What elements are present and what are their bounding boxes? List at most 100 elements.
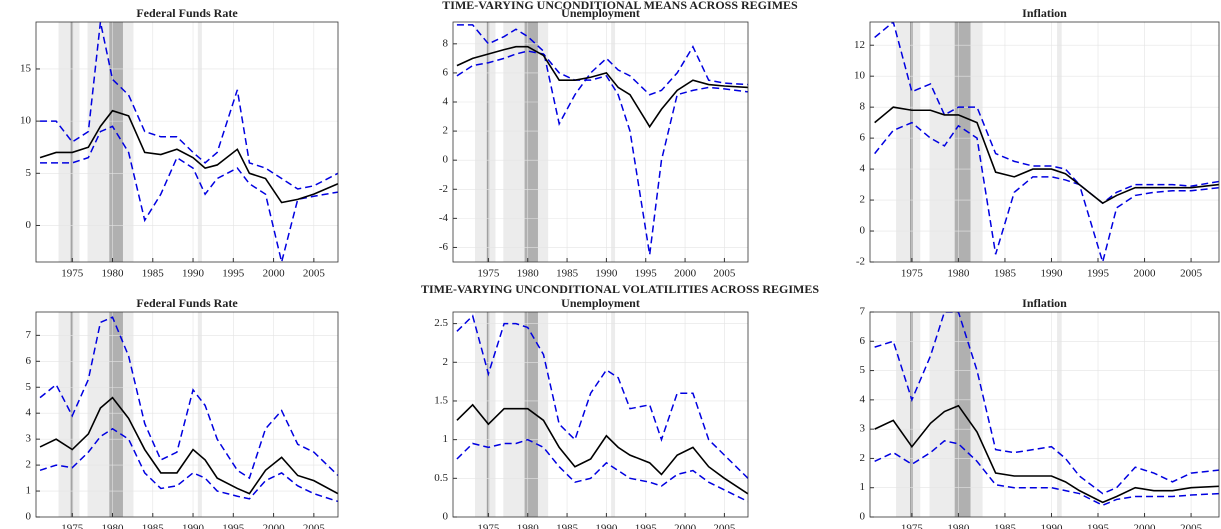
y-tick-label: 6 xyxy=(26,355,32,367)
y-tick-label: 1 xyxy=(26,485,32,497)
y-tick-label: 10 xyxy=(20,115,32,127)
y-tick-label: 1 xyxy=(443,433,449,445)
series-line xyxy=(874,440,1219,507)
shaded-region xyxy=(197,312,202,517)
x-tick-label: 1995 xyxy=(222,268,245,280)
shaded-region xyxy=(109,22,123,262)
shaded-region xyxy=(486,312,490,517)
y-tick-label: 3 xyxy=(26,433,32,445)
x-tick-label: 1985 xyxy=(994,268,1017,280)
axes-box xyxy=(35,21,339,263)
series-line xyxy=(874,121,1219,262)
y-tick-label: 6 xyxy=(860,132,866,144)
x-tick-label: 1995 xyxy=(635,523,658,529)
x-tick-label: 2000 xyxy=(263,268,286,280)
x-tick-label: 2000 xyxy=(1134,268,1157,280)
y-tick-label: 4 xyxy=(860,163,866,175)
shaded-region xyxy=(954,22,971,262)
y-tick-label: 8 xyxy=(443,37,449,49)
y-tick-label: -2 xyxy=(856,256,865,268)
chart-title: Federal Funds Rate xyxy=(136,296,238,310)
shaded-region xyxy=(475,22,496,262)
shaded-region xyxy=(1057,22,1062,262)
series-line xyxy=(456,50,748,255)
shaded-region xyxy=(475,312,496,517)
shaded-region xyxy=(58,312,80,517)
chart-title: Unemployment xyxy=(561,296,640,310)
series-line xyxy=(39,316,338,480)
y-tick-label: 0 xyxy=(443,154,449,166)
plot-area xyxy=(453,22,748,262)
heading: TIME-VARYING UNCONDITIONAL VOLATILITIES … xyxy=(421,282,819,296)
x-tick-label: 1990 xyxy=(182,523,205,529)
x-tick-label: 1975 xyxy=(61,268,84,280)
x-tick-label: 2005 xyxy=(713,268,736,280)
x-tick-label: 1985 xyxy=(142,523,165,529)
series-line xyxy=(456,438,748,503)
shaded-region xyxy=(109,312,123,517)
y-tick-label: 0 xyxy=(26,219,32,231)
y-tick-label: 0 xyxy=(860,511,866,523)
y-tick-label: 2 xyxy=(860,194,866,206)
y-tick-label: 4 xyxy=(443,96,449,108)
plot-area xyxy=(453,312,748,517)
x-tick-label: 1985 xyxy=(556,523,579,529)
x-tick-label: 2000 xyxy=(674,268,697,280)
x-tick-label: 1975 xyxy=(477,523,500,529)
y-tick-label: 1 xyxy=(860,481,866,493)
y-tick-label: 4 xyxy=(860,393,866,405)
x-tick-label: 1980 xyxy=(517,268,540,280)
plot-area xyxy=(870,22,1219,262)
x-tick-label: 1995 xyxy=(222,523,245,529)
x-tick-label: 2000 xyxy=(1134,523,1157,529)
series-line xyxy=(874,22,1219,205)
shaded-region xyxy=(896,22,921,262)
x-tick-label: 2000 xyxy=(263,523,286,529)
y-tick-label: 10 xyxy=(854,70,866,82)
x-tick-label: 1995 xyxy=(1087,523,1110,529)
y-tick-label: 15 xyxy=(20,62,32,74)
x-tick-label: 1975 xyxy=(61,523,84,529)
y-tick-label: 12 xyxy=(854,39,865,51)
x-tick-label: 1980 xyxy=(947,268,970,280)
y-tick-label: 1.5 xyxy=(434,394,448,406)
chart-title: Federal Funds Rate xyxy=(136,6,238,20)
axes-box xyxy=(452,311,749,518)
shaded-region xyxy=(524,22,538,262)
y-tick-label: 5 xyxy=(860,364,866,376)
axes-box xyxy=(869,21,1220,263)
x-tick-label: 1995 xyxy=(635,268,658,280)
shaded-region xyxy=(611,312,616,517)
y-tick-label: 0 xyxy=(26,511,32,523)
x-tick-label: 1975 xyxy=(901,268,924,280)
plot-area xyxy=(36,22,338,262)
shaded-region xyxy=(70,22,74,262)
y-tick-label: 6 xyxy=(443,66,449,78)
y-tick-label: -6 xyxy=(439,241,449,253)
x-tick-label: 1990 xyxy=(182,268,205,280)
y-tick-label: 0 xyxy=(443,511,449,523)
x-tick-label: 2005 xyxy=(303,523,326,529)
x-tick-label: 1980 xyxy=(947,523,970,529)
x-tick-label: 1985 xyxy=(142,268,165,280)
series-line xyxy=(874,106,1219,205)
y-tick-label: 2 xyxy=(443,125,449,137)
x-tick-label: 1980 xyxy=(517,523,540,529)
series-line xyxy=(456,24,748,126)
y-tick-label: -4 xyxy=(439,212,449,224)
y-tick-label: 0 xyxy=(860,225,866,237)
series-line xyxy=(39,427,338,503)
series-line xyxy=(39,109,338,204)
x-tick-label: 1990 xyxy=(1040,268,1063,280)
x-tick-label: 1995 xyxy=(1087,268,1110,280)
x-tick-label: 2000 xyxy=(674,523,697,529)
x-tick-label: 1975 xyxy=(901,523,924,529)
x-tick-label: 1985 xyxy=(994,523,1017,529)
y-tick-label: 2 xyxy=(443,356,449,368)
y-tick-label: 0.5 xyxy=(434,472,448,484)
x-tick-label: 2005 xyxy=(303,268,326,280)
y-tick-label: 5 xyxy=(26,381,32,393)
series-line xyxy=(456,45,748,129)
plot-area xyxy=(870,312,1219,517)
